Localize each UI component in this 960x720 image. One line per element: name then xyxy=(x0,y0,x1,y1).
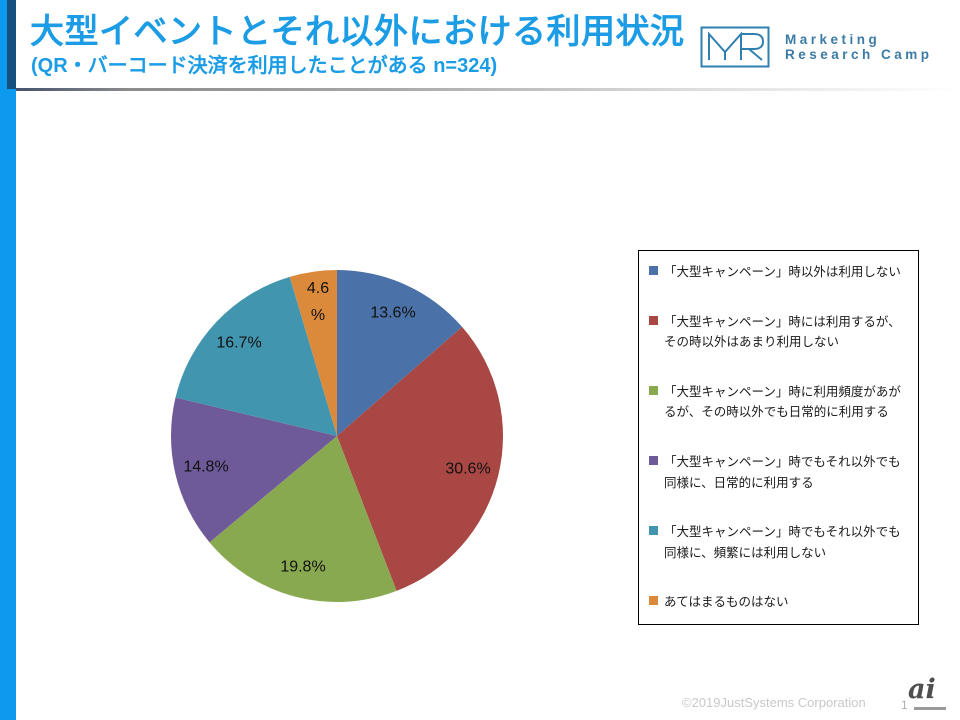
pie-label-3: 19.8% xyxy=(280,558,326,576)
brand-logo-line2: Research Camp xyxy=(785,47,933,62)
left-accent-bar xyxy=(0,0,16,720)
pie-label-5: 16.7% xyxy=(216,334,262,352)
page-number: 1 xyxy=(901,698,908,712)
legend-color-swatch xyxy=(649,266,658,275)
legend-label: 「大型キャンペーン」時以外は利用しない xyxy=(664,265,901,279)
legend-label: 「大型キャンペーン」時でもそれ以外でも同様に、頻繁には利用しない xyxy=(664,525,901,560)
brand-logo-text: Marketing Research Camp xyxy=(785,32,933,62)
ai-watermark: ai xyxy=(908,674,936,705)
pie-slice-6 xyxy=(289,270,337,436)
brand-logo-line1: Marketing xyxy=(785,32,881,47)
pie-slice-2 xyxy=(337,326,503,591)
legend-item-4: 「大型キャンペーン」時でもそれ以外でも同様に、日常的に利用する xyxy=(647,452,910,493)
pie-slice-5 xyxy=(175,276,337,436)
pie-slice-1 xyxy=(337,270,463,436)
legend-item-5: 「大型キャンペーン」時でもそれ以外でも同様に、頻繁には利用しない xyxy=(647,522,910,563)
pie-slice-3 xyxy=(209,436,397,602)
legend-color-swatch xyxy=(649,385,658,395)
pie-label-2: 30.6% xyxy=(445,460,491,478)
chart-legend: 「大型キャンペーン」時以外は利用しない「大型キャンペーン」時には利用するが、その… xyxy=(638,250,919,625)
mr-monogram-icon xyxy=(700,26,770,68)
legend-label: 「大型キャンペーン」時には利用するが、その時以外はあまり利用しない xyxy=(664,314,901,350)
brand-logo: Marketing Research Camp xyxy=(700,26,933,68)
legend-item-1: 「大型キャンペーン」時以外は利用しない xyxy=(647,262,910,283)
legend-color-swatch xyxy=(649,596,658,606)
pie-label-4: 14.8% xyxy=(183,458,229,476)
legend-color-swatch xyxy=(649,455,658,465)
pie-label-6: 4.6 % xyxy=(306,279,330,324)
legend-color-swatch xyxy=(649,315,658,325)
copyright-text: ©2019JustSystems Corporation xyxy=(682,695,866,710)
pie-chart-svg xyxy=(171,270,503,602)
legend-item-3: 「大型キャンペーン」時に利用頻度があがるが、その時以外でも日常的に利用する xyxy=(647,382,910,423)
header-divider xyxy=(16,88,960,91)
page-title: 大型イベントとそれ以外における利用状況 xyxy=(30,13,685,51)
pie-slice-4 xyxy=(171,397,337,543)
legend-label: あてはまるものはない xyxy=(664,595,789,610)
legend-label: 「大型キャンペーン」時でもそれ以外でも同様に、日常的に利用する xyxy=(664,454,901,490)
legend-item-6: あてはまるものはない xyxy=(647,592,910,613)
header-accent-bar xyxy=(7,0,16,89)
page-subtitle: (QR・バーコード決済を利用したことがある n=324) xyxy=(31,55,498,77)
legend-item-2: 「大型キャンペーン」時には利用するが、その時以外はあまり利用しない xyxy=(647,312,910,353)
pie-label-1: 13.6% xyxy=(370,304,416,322)
legend-label: 「大型キャンペーン」時に利用頻度があがるが、その時以外でも日常的に利用する xyxy=(664,384,901,420)
legend-color-swatch xyxy=(649,526,658,536)
ai-watermark-underbar xyxy=(914,707,946,710)
